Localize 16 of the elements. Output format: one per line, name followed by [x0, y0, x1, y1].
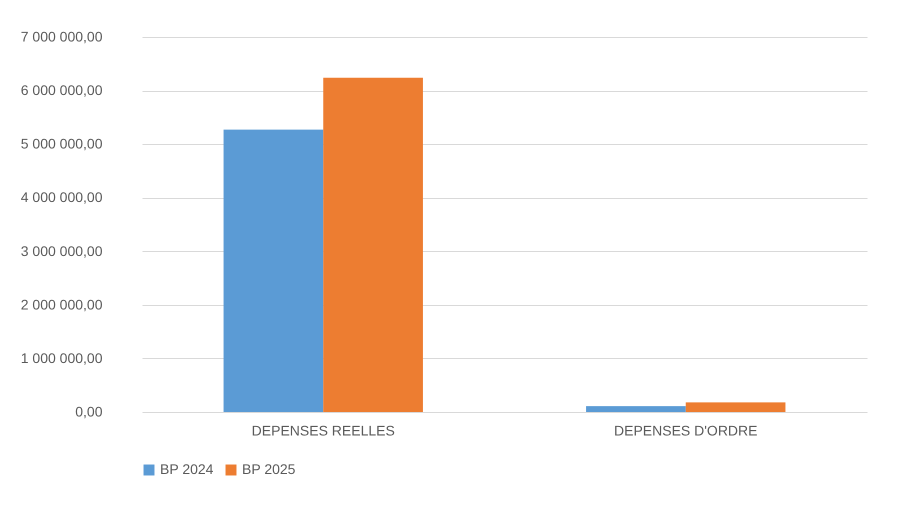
- bar: [686, 402, 786, 412]
- y-tick-label: 4 000 000,00: [20, 189, 103, 206]
- legend-label: BP 2025: [242, 461, 296, 477]
- legend-label: BP 2024: [160, 461, 214, 477]
- y-tick-label: 7 000 000,00: [20, 28, 103, 44]
- y-tick-label: 6 000 000,00: [20, 82, 103, 98]
- y-tick-label: 0,00: [75, 404, 103, 420]
- y-tick-label: 3 000 000,00: [20, 242, 103, 259]
- bar: [323, 78, 423, 412]
- bar: [586, 406, 686, 412]
- y-tick-label: 5 000 000,00: [20, 136, 103, 152]
- bar: [224, 130, 324, 412]
- y-tick-label: 2 000 000,00: [20, 296, 103, 312]
- x-tick-label: DEPENSES D'ORDRE: [614, 422, 758, 438]
- y-tick-label: 1 000 000,00: [20, 350, 103, 366]
- x-tick-label: DEPENSES REELLES: [252, 422, 395, 438]
